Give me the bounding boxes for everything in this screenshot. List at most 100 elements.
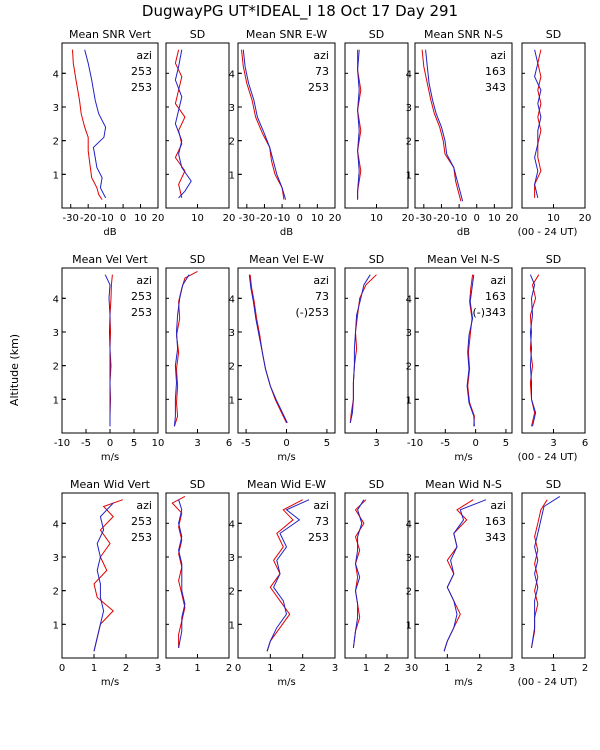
panel-title: Mean Wid N-S — [425, 478, 502, 491]
azi-header: azi — [313, 274, 329, 287]
panel-title: SD — [190, 253, 205, 266]
y-tick-label: 3 — [406, 328, 412, 339]
x-axis-label: dB — [457, 227, 470, 238]
panel-frame — [165, 492, 230, 659]
altitude-axis-label: Altitude (km) — [8, 334, 21, 406]
panel-wid-ew-sd: SD 1 2 3 — [344, 478, 411, 674]
blue-series-line — [248, 274, 288, 424]
blue-series-line — [529, 274, 537, 427]
blue-series-line — [266, 499, 310, 652]
panel-snr-vert-sd: SD 10 20 — [165, 28, 236, 224]
x-tick-label: 10 — [191, 213, 204, 224]
blue-series-line — [178, 499, 186, 648]
panel-frame — [414, 42, 513, 209]
y-tick-label: 3 — [53, 553, 59, 564]
x-tick-label: -10 — [97, 213, 113, 224]
y-tick-label: 2 — [229, 587, 235, 598]
blue-series-line — [173, 274, 190, 427]
azi-header: azi — [136, 49, 152, 62]
blue-series-line — [531, 495, 561, 648]
y-tick-label: 3 — [406, 553, 412, 564]
red-series-line — [174, 49, 186, 199]
x-axis-label: dB — [280, 227, 293, 238]
x-tick-label: 20 — [152, 213, 165, 224]
y-tick-label: 3 — [53, 103, 59, 114]
x-tick-label: 20 — [402, 213, 415, 224]
panel-title: SD — [369, 28, 384, 41]
x-tick-label: -10 — [407, 438, 423, 449]
x-tick-label: -10 — [54, 438, 70, 449]
ut-range-note: (00 - 24 UT) — [518, 452, 578, 463]
x-tick-label: 1 — [267, 663, 273, 674]
x-tick-label: 0 — [297, 213, 303, 224]
panel-title: SD — [190, 28, 205, 41]
blue-series-line — [174, 49, 192, 199]
y-tick-label: 4 — [53, 294, 59, 305]
azi-blue: (-)343 — [472, 306, 506, 319]
azi-red: 163 — [485, 65, 506, 78]
panel-wid-ns: Mean Wid N-S 1 2 3 4 0 1 2 3 m/s azi 163 343 — [406, 478, 516, 688]
y-tick-label: 1 — [53, 395, 59, 406]
panel-wid-ew: Mean Wid E-W 1 2 3 4 0 1 2 3 m/s azi 73 253 — [229, 478, 339, 688]
y-tick-label: 1 — [229, 170, 235, 181]
x-tick-label: 2 — [476, 663, 482, 674]
x-tick-label: 2 — [226, 663, 232, 674]
x-tick-label: 10 — [311, 213, 324, 224]
azi-red: 253 — [131, 515, 152, 528]
azi-blue: 253 — [131, 306, 152, 319]
y-tick-label: 3 — [229, 553, 235, 564]
figure-title: DugwayPG UT*IDEAL_I 18 Oct 17 Day 291 — [142, 2, 458, 21]
azi-header: azi — [136, 274, 152, 287]
x-axis-label: m/s — [101, 452, 119, 463]
blue-series-line — [352, 499, 365, 648]
azi-red: 73 — [315, 515, 329, 528]
ut-range-note: (00 - 24 UT) — [518, 227, 578, 238]
x-tick-label: 6 — [582, 438, 588, 449]
x-tick-label: -5 — [81, 438, 91, 449]
azi-header: azi — [313, 499, 329, 512]
y-tick-label: 1 — [229, 395, 235, 406]
y-tick-label: 4 — [406, 69, 412, 80]
blue-series-line — [466, 274, 475, 427]
y-tick-label: 4 — [229, 519, 235, 530]
panel-snr-ns-sd: SD 10 20(00 - 24 UT) — [518, 28, 592, 238]
x-tick-label: 3 — [405, 663, 411, 674]
blue-series-line — [84, 49, 107, 199]
panel-title: Mean Wid Vert — [70, 478, 151, 491]
panel-title: Mean Vel Vert — [72, 253, 148, 266]
x-axis-label: m/s — [454, 677, 472, 688]
x-tick-label: 20 — [223, 213, 236, 224]
y-tick-label: 1 — [406, 170, 412, 181]
azi-red: 253 — [131, 290, 152, 303]
y-tick-label: 4 — [406, 294, 412, 305]
panel-frame — [237, 492, 336, 659]
blue-series-line — [349, 274, 371, 424]
x-tick-label: -20 — [433, 213, 449, 224]
x-tick-label: 6 — [226, 438, 232, 449]
azi-blue: 343 — [485, 531, 506, 544]
x-tick-label: 3 — [155, 663, 161, 674]
x-tick-label: -10 — [274, 213, 290, 224]
red-series-line — [531, 499, 548, 648]
panel-frame — [61, 42, 159, 209]
x-tick-label: 1 — [363, 663, 369, 674]
panel-title: SD — [546, 478, 561, 491]
panel-vel-ns-sd: SD 3 6 (00 - 24 UT) — [518, 253, 589, 463]
x-axis-label: m/s — [101, 677, 119, 688]
x-tick-label: 0 — [235, 663, 241, 674]
x-axis-label: m/s — [277, 677, 295, 688]
y-tick-label: 1 — [53, 620, 59, 631]
x-tick-label: 2 — [123, 663, 129, 674]
x-tick-label: 0 — [59, 663, 65, 674]
panel-title: Mean Vel E-W — [249, 253, 324, 266]
x-tick-label: 5 — [131, 438, 137, 449]
y-tick-label: 2 — [53, 362, 59, 373]
y-tick-label: 1 — [53, 170, 59, 181]
blue-series-line — [93, 502, 114, 652]
y-tick-label: 2 — [53, 587, 59, 598]
x-tick-label: 1 — [550, 663, 556, 674]
red-series-line — [266, 499, 303, 652]
panel-title: Mean Wid E-W — [247, 478, 326, 491]
y-tick-label: 3 — [406, 103, 412, 114]
